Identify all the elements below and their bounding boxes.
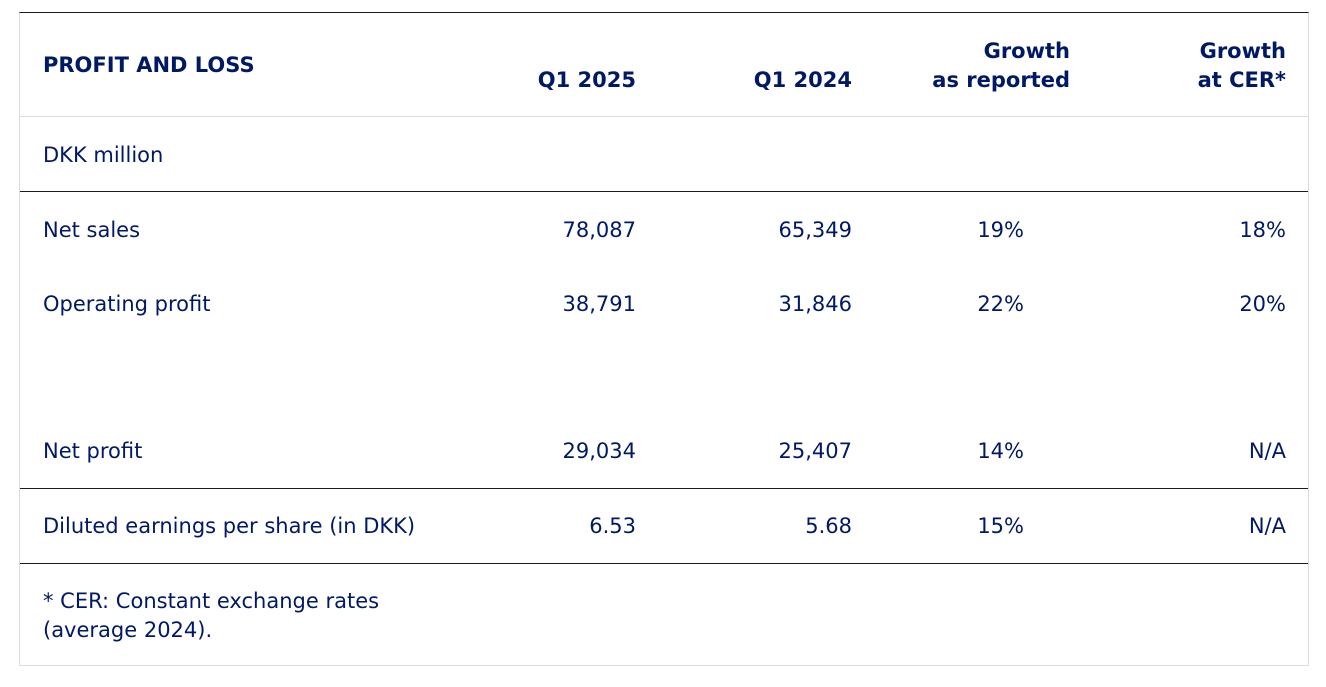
diluted-eps-growth-reported: 15% [977, 514, 1024, 538]
column-header-growth-cer-line2: at CER* [1197, 68, 1286, 92]
diluted-eps-q1-2024: 5.68 [805, 514, 852, 538]
diluted-eps-growth-cer: N/A [1248, 514, 1286, 538]
net-profit-q1-2024: 25,407 [778, 439, 852, 463]
table-title: PROFIT AND LOSS [43, 53, 255, 77]
profit-and-loss-table: PROFIT AND LOSS Q1 2025 Q1 2024 Growth a… [19, 12, 1309, 666]
column-header-growth-cer-line1: Growth [1199, 39, 1286, 63]
row-label-net-sales: Net sales [43, 218, 141, 242]
row-label-operating-profit: Operating profit [43, 292, 211, 316]
unit-label: DKK million [43, 143, 164, 167]
net-sales-q1-2024: 65,349 [778, 218, 852, 242]
column-header-q1-2024: Q1 2024 [753, 68, 852, 92]
footnote-row: * CER: Constant exchange rates (average … [20, 564, 1308, 667]
diluted-eps-q1-2025: 6.53 [589, 514, 636, 538]
eps-row: Diluted earnings per share (in DKK) 6.53… [20, 489, 1308, 564]
footnote-line-1: * CER: Constant exchange rates [43, 589, 380, 613]
column-header-q1-2025: Q1 2025 [537, 68, 636, 92]
column-header-growth-reported-line1: Growth [983, 39, 1070, 63]
operating-profit-q1-2024: 31,846 [778, 292, 852, 316]
data-block: Net sales 78,087 65,349 19% 18% Operatin… [20, 192, 1308, 489]
footnote-line-2: (average 2024). [43, 618, 213, 642]
operating-profit-q1-2025: 38,791 [562, 292, 636, 316]
operating-profit-growth-reported: 22% [977, 292, 1024, 316]
net-sales-q1-2025: 78,087 [562, 218, 636, 242]
net-sales-growth-cer: 18% [1239, 218, 1286, 242]
net-profit-growth-cer: N/A [1248, 439, 1286, 463]
table-header: PROFIT AND LOSS Q1 2025 Q1 2024 Growth a… [20, 13, 1308, 117]
net-sales-growth-reported: 19% [977, 218, 1024, 242]
net-profit-growth-reported: 14% [977, 439, 1024, 463]
unit-row: DKK million [20, 117, 1308, 192]
operating-profit-growth-cer: 20% [1239, 292, 1286, 316]
net-profit-q1-2025: 29,034 [562, 439, 636, 463]
column-header-growth-reported-line2: as reported [932, 68, 1070, 92]
row-label-net-profit: Net profit [43, 439, 143, 463]
row-label-diluted-eps: Diluted earnings per share (in DKK) [43, 514, 416, 538]
